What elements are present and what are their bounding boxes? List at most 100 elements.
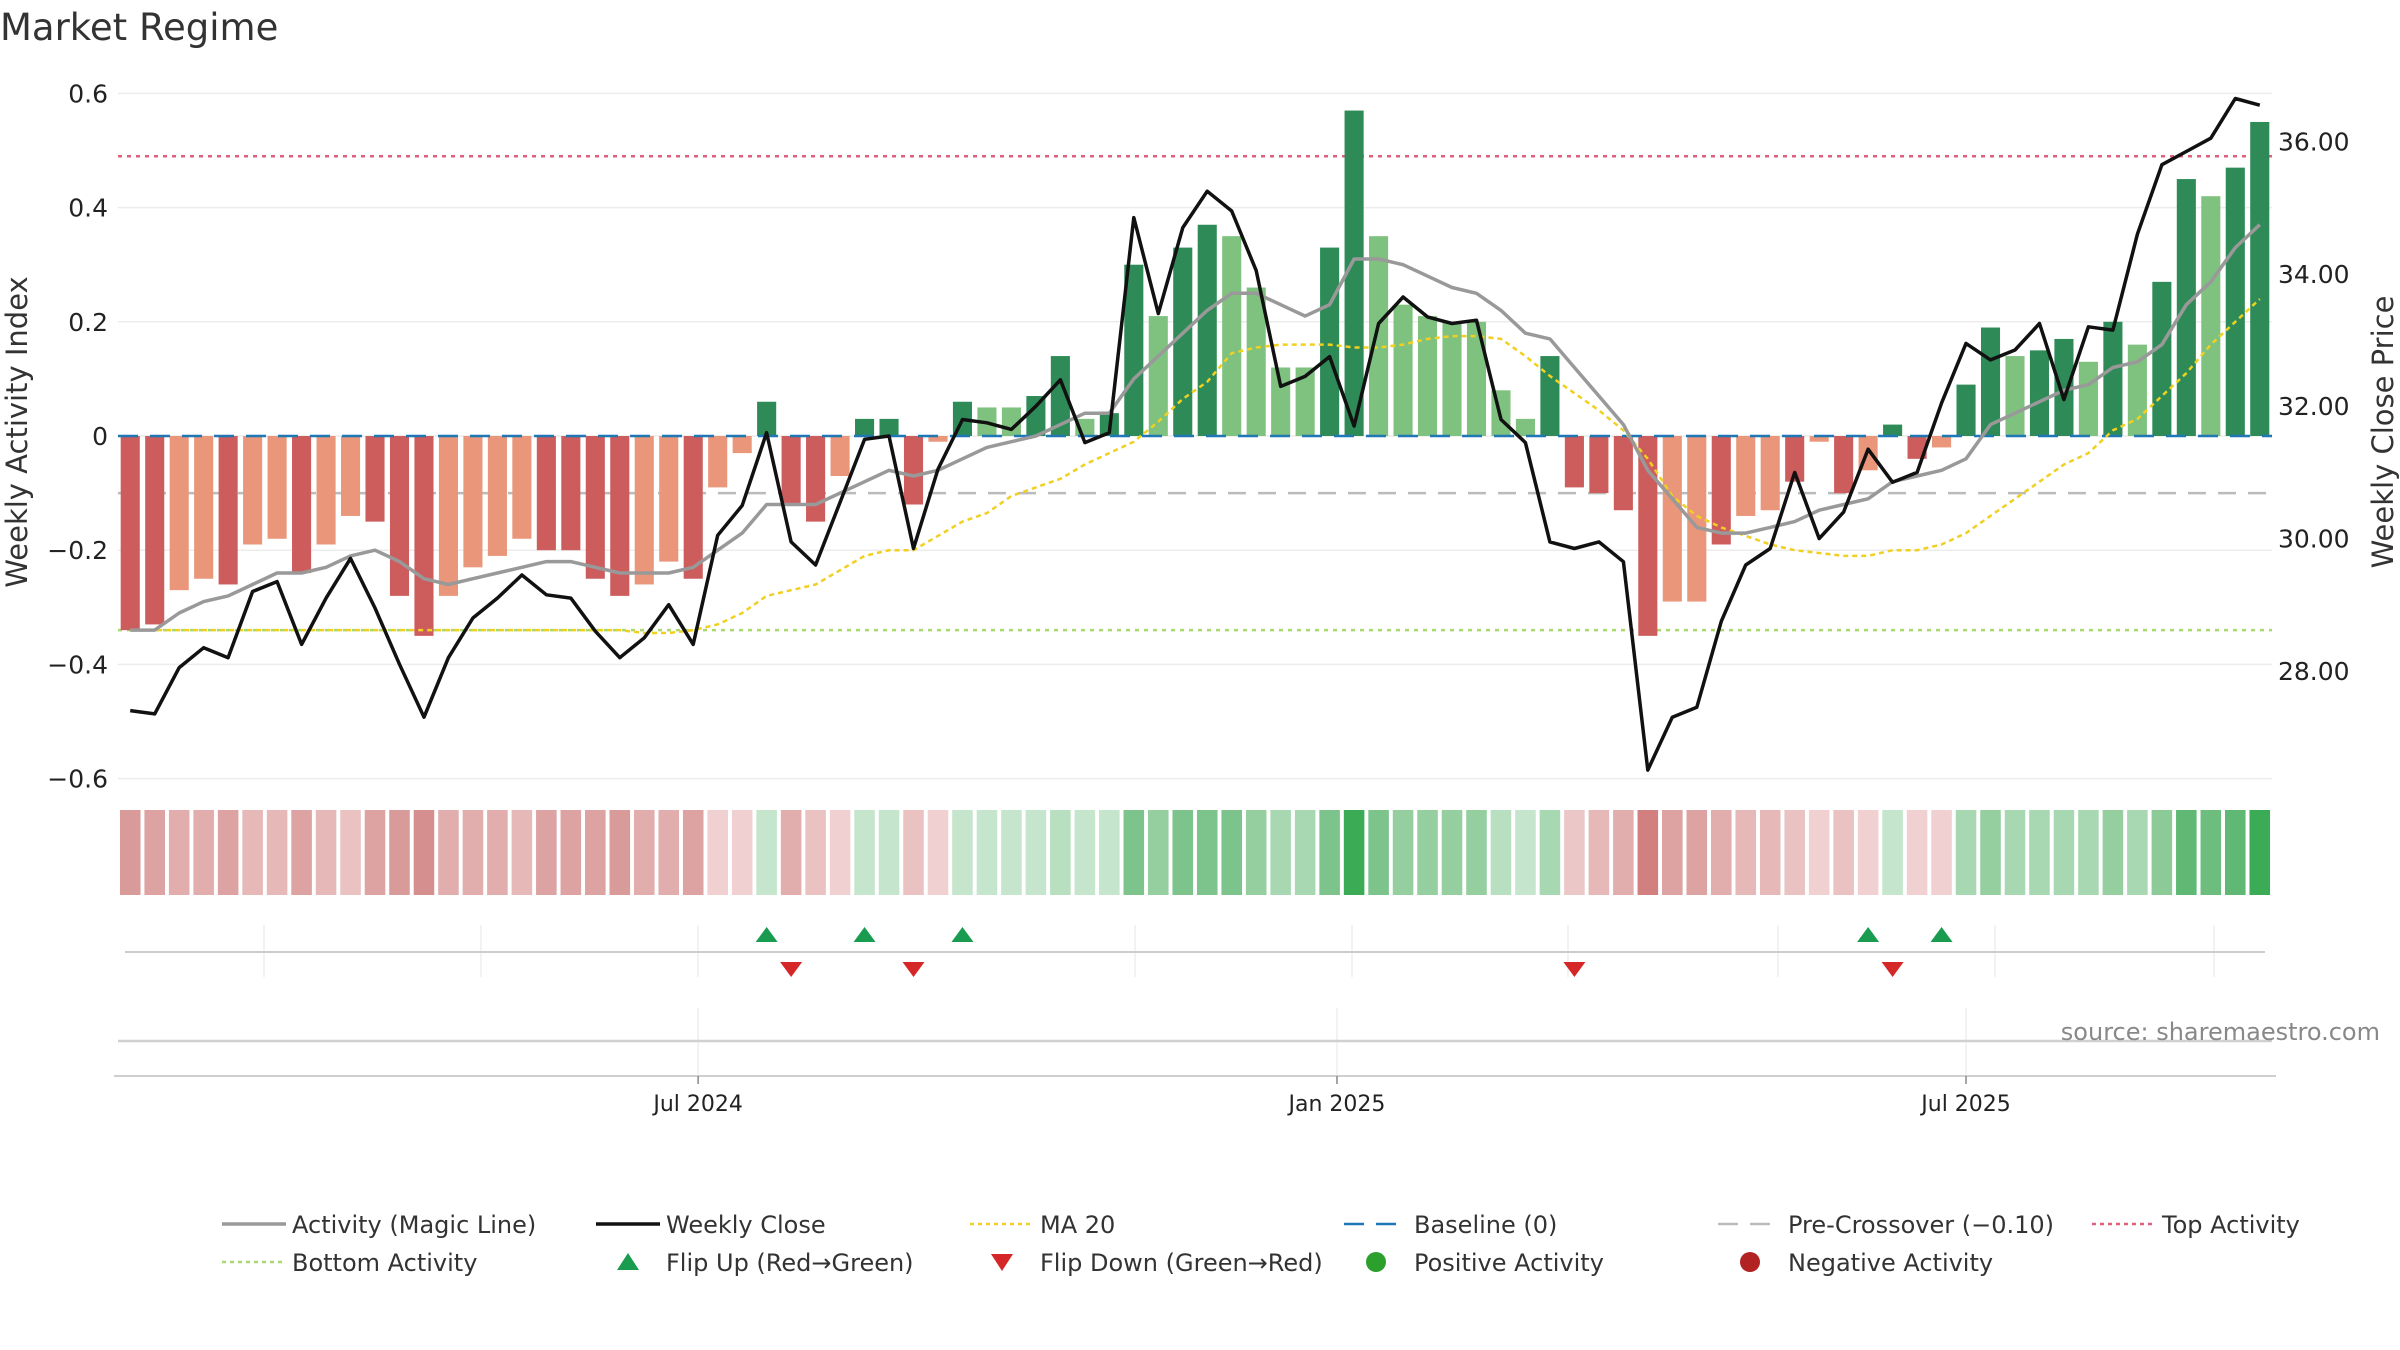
y2-tick-label: 32.00 [2278, 392, 2350, 421]
activity-bar [683, 436, 703, 579]
flip-down-marker [780, 962, 803, 977]
regime-cell [1466, 810, 1487, 895]
legend-label: MA 20 [1040, 1211, 1115, 1239]
y-tick-label: 0 [92, 422, 108, 451]
regime-cell [1588, 810, 1610, 895]
regime-cell [242, 810, 263, 895]
y-axis-label: Weekly Activity Index [0, 276, 34, 587]
activity-bar [414, 436, 434, 636]
activity-bar [634, 436, 654, 585]
regime-cell [1784, 810, 1805, 895]
regime-cell [1833, 810, 1854, 895]
regime-cell [1808, 810, 1830, 895]
activity-bar [1466, 321, 1487, 436]
regime-cell [462, 810, 484, 895]
legend-item: MA 20 [970, 1211, 1115, 1239]
y-tick-label: −0.6 [47, 765, 108, 794]
regime-cell [144, 810, 165, 895]
activity-bar [1711, 436, 1731, 545]
activity-bar [1760, 436, 1780, 511]
regime-cell [1564, 810, 1585, 895]
activity-bar [610, 436, 630, 596]
legend-item: Positive Activity [1366, 1249, 1604, 1277]
reference-lines [118, 154, 2272, 632]
regime-cell [854, 810, 875, 895]
ma20-line [130, 298, 2261, 635]
regime-cell [1613, 810, 1634, 895]
activity-bar [1124, 264, 1144, 436]
regime-cell [682, 810, 704, 895]
regime-cell [1539, 810, 1561, 895]
regime-cell [878, 810, 900, 895]
activity-bar [806, 436, 826, 522]
legend-swatch [991, 1254, 1013, 1271]
activity-bar [708, 436, 728, 488]
activity-bar [218, 436, 238, 585]
regime-cell [1931, 810, 1952, 895]
regime-cell [1686, 810, 1708, 895]
regime-cell [389, 810, 410, 895]
y2-tick-label: 28.00 [2278, 657, 2350, 686]
legend-item: Weekly Close [596, 1211, 826, 1239]
activity-bar [2201, 196, 2221, 436]
activity-bar [1613, 436, 1633, 511]
activity-bar [2225, 167, 2245, 437]
activity-bar [120, 436, 140, 631]
activity-bar [292, 436, 312, 574]
regime-cell [511, 810, 533, 895]
activity-bar [1785, 436, 1805, 482]
regime-cell [1025, 810, 1047, 895]
y2-tick-label: 30.00 [2278, 525, 2350, 554]
legend-label: Negative Activity [1788, 1249, 1993, 1277]
x-tick-label: Jan 2025 [1287, 1092, 1386, 1117]
regime-cell [2151, 810, 2173, 895]
activity-bar [463, 436, 483, 568]
regime-cell [340, 810, 361, 895]
regime-cell [658, 810, 680, 895]
activity-bar [732, 436, 752, 454]
series-lines [118, 96, 2272, 772]
regime-cell [2102, 810, 2124, 895]
legend-label: Positive Activity [1414, 1249, 1604, 1277]
activity-bar [1589, 436, 1609, 494]
activity-bar [1271, 367, 1291, 436]
activity-bar [781, 436, 801, 505]
regime-cell [633, 810, 655, 895]
regime-cell [2176, 810, 2197, 895]
y-tick-label: −0.2 [47, 536, 108, 565]
regime-cell [2004, 810, 2026, 895]
flip-up-marker [853, 927, 876, 942]
y-tick-label: 0.6 [68, 79, 108, 108]
regime-cell [1343, 810, 1365, 895]
legend-label: Flip Up (Red→Green) [666, 1249, 914, 1277]
activity-bar [1662, 436, 1682, 602]
activity-bar [1295, 367, 1315, 436]
regime-cell [1099, 810, 1120, 895]
activity-bar [340, 436, 361, 516]
regime-cell [1270, 810, 1291, 895]
activity-bar [1369, 236, 1389, 436]
activity-bar [2078, 361, 2098, 436]
activity-bar [2127, 344, 2147, 436]
y-tick-label: 0.2 [68, 308, 108, 337]
regime-cell [1637, 810, 1659, 895]
activity-bar [1956, 384, 1976, 436]
y-axis-right: 36.00 34.00 32.00 30.00 28.00 [2278, 128, 2350, 686]
regime-cell [927, 810, 949, 895]
legend-item: Activity (Magic Line) [222, 1211, 536, 1239]
activity-bar [1417, 316, 1438, 436]
activity-bar [659, 436, 679, 562]
chart-title: Market Regime [0, 6, 279, 49]
regime-cell [487, 810, 508, 895]
regime-cell [1050, 810, 1071, 895]
activity-bar [512, 436, 532, 539]
regime-cell [2225, 810, 2246, 895]
regime-cell [780, 810, 802, 895]
regime-cell [1148, 810, 1169, 895]
legend-label: Bottom Activity [292, 1249, 477, 1277]
activity-bar [757, 401, 777, 436]
legend-item: Baseline (0) [1344, 1211, 1557, 1239]
regime-cell [707, 810, 728, 895]
activity-bar [365, 436, 385, 522]
activity-bar [1736, 436, 1756, 516]
